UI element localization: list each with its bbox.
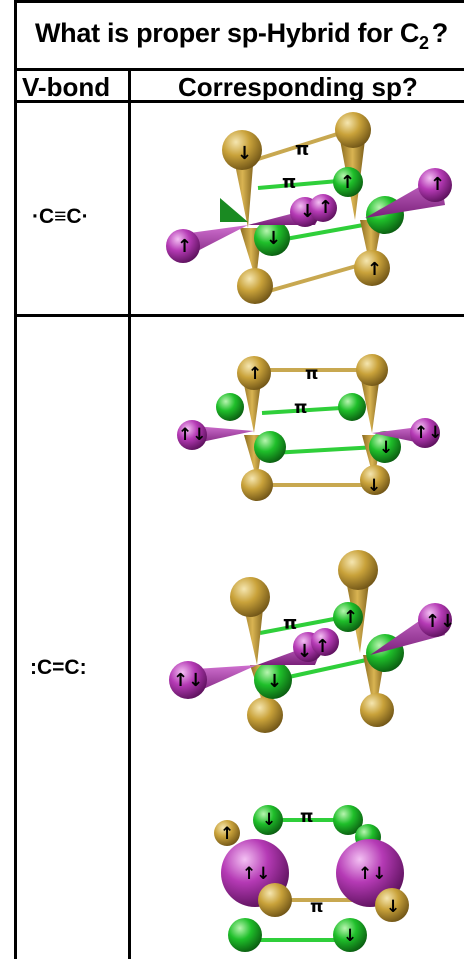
spin-arrow: ↑↓ bbox=[173, 670, 203, 691]
spin-arrow: ↑ bbox=[367, 259, 382, 280]
orbital-diagram-triple: π π ↓ ↑ ↑ ↓ ↑ ↓ ↑ ↑ bbox=[160, 110, 460, 310]
spin-arrow: ↑↓ bbox=[425, 611, 455, 632]
table-top-border bbox=[14, 0, 464, 3]
pi-label-bottom: π bbox=[310, 897, 323, 917]
table-title-subscript: 2 bbox=[419, 33, 429, 53]
spin-arrow: ↑ bbox=[248, 364, 262, 384]
spin-arrow: ↑↓ bbox=[178, 425, 207, 445]
spin-arrow: ↓ bbox=[386, 897, 400, 917]
orbital-diagram-double-3: π π ↑ ↓ ↑↓ ↑↓ ↓ ↓ bbox=[200, 795, 425, 955]
spin-arrow: ↓ bbox=[262, 810, 276, 830]
pi-label-top: π bbox=[300, 807, 313, 827]
pi-label-top: π bbox=[305, 364, 318, 384]
spin-arrow: ↓ bbox=[367, 476, 381, 496]
column-header-corresponding-sp: Corresponding sp? bbox=[178, 72, 418, 103]
row-label-triple-bond: ·C≡C· bbox=[32, 205, 89, 229]
row-label-double-bond: :C=C: bbox=[30, 656, 87, 680]
row-divider bbox=[14, 314, 464, 317]
orbital-diagram-double-2: π ↓ ↑ ↓ ↑ ↑↓ ↑↓ bbox=[165, 545, 455, 735]
spin-arrow: ↑ bbox=[343, 607, 358, 628]
column-divider bbox=[128, 68, 131, 959]
spin-arrow: ↑ bbox=[315, 636, 330, 657]
title-divider bbox=[14, 68, 464, 71]
column-header-vbond: V-bond bbox=[22, 72, 110, 103]
spin-arrow: ↑↓ bbox=[358, 864, 387, 884]
spin-arrow: ↓ bbox=[300, 201, 315, 222]
table-title-main: What is proper sp-Hybrid for C bbox=[35, 18, 419, 48]
spin-arrow: ↑ bbox=[220, 824, 234, 844]
table-title: What is proper sp-Hybrid for C2? bbox=[35, 18, 448, 49]
spin-arrow: ↑↓ bbox=[414, 423, 443, 443]
spin-arrow: ↓ bbox=[266, 228, 281, 249]
table-left-border bbox=[14, 0, 17, 959]
orbital-diagram-double-1: π π ↑ ↑↓ ↓ ↑↓ ↓ bbox=[172, 345, 447, 510]
spin-arrow: ↓ bbox=[379, 438, 393, 458]
spin-arrow: ↓ bbox=[297, 641, 312, 662]
pi-label: π bbox=[283, 613, 297, 634]
spin-arrow: ↑ bbox=[430, 174, 445, 195]
spin-arrow: ↓ bbox=[343, 926, 357, 946]
spin-arrow: ↑ bbox=[177, 236, 192, 257]
spin-arrow: ↑ bbox=[318, 197, 333, 218]
pi-label-top: π bbox=[295, 139, 309, 160]
table-title-end: ? bbox=[432, 18, 448, 48]
pi-label-mid: π bbox=[294, 398, 307, 418]
spin-arrow: ↑↓ bbox=[242, 864, 271, 884]
spin-arrow: ↓ bbox=[267, 671, 282, 692]
pi-label-mid: π bbox=[282, 172, 296, 193]
spin-arrow: ↑ bbox=[340, 172, 355, 193]
spin-arrow: ↓ bbox=[237, 143, 252, 164]
